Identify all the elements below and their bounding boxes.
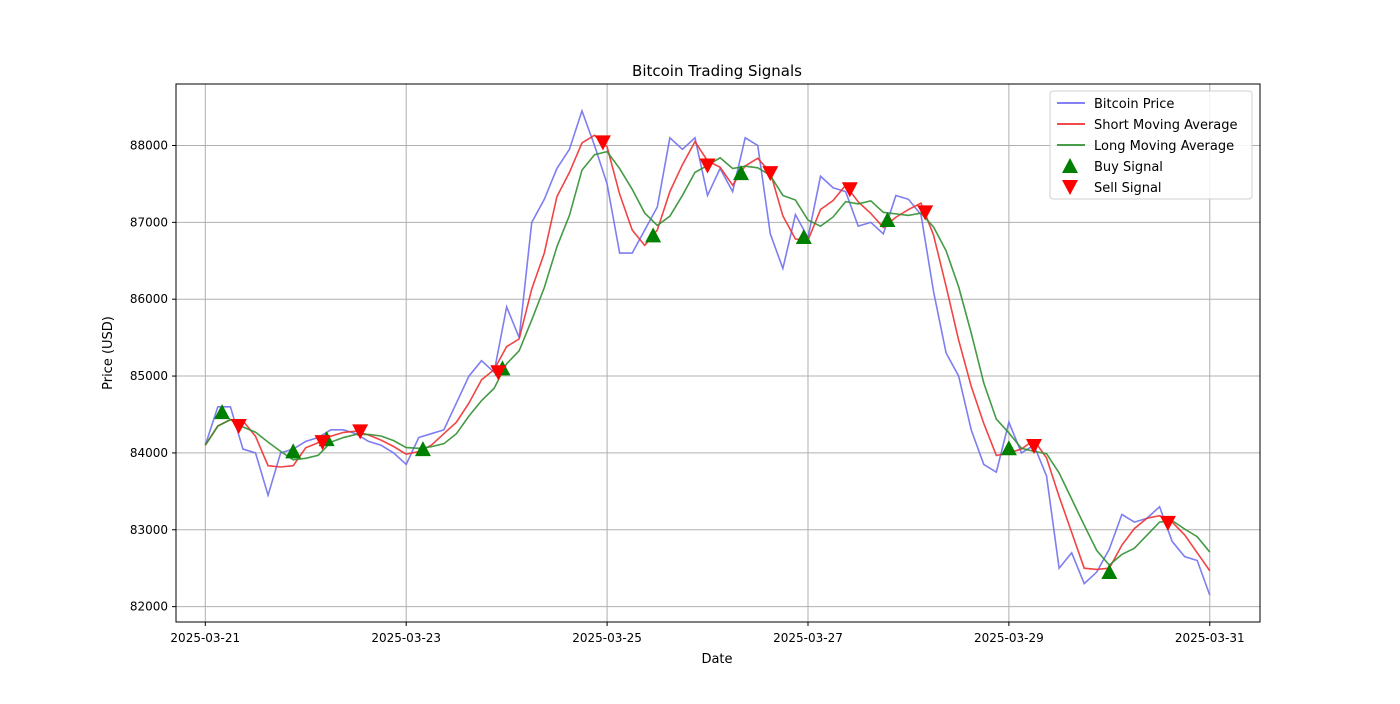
y-tick-label: 84000 (130, 446, 168, 460)
y-tick-label: 82000 (130, 600, 168, 614)
buy-signal-marker (214, 404, 231, 420)
buy-signal-marker (795, 228, 812, 244)
x-tick-label: 2025-03-23 (371, 631, 441, 645)
series (204, 108, 1211, 596)
legend-box (1049, 90, 1253, 200)
plot-frame (175, 83, 1261, 623)
x-axis-label: Date (701, 652, 732, 667)
legend-buy-marker (1062, 158, 1078, 173)
y-tick-label: 88000 (130, 138, 168, 152)
legend-label: Buy Signal (1094, 160, 1163, 175)
x-tick-label: 2025-03-31 (1175, 631, 1245, 645)
legend-label: Bitcoin Price (1094, 97, 1174, 112)
sell-signal-marker (352, 424, 369, 440)
long-ma-line (204, 150, 1211, 567)
legend-label: Long Moving Average (1094, 139, 1234, 154)
buy-signal-marker (879, 212, 896, 228)
y-tick-label: 85000 (130, 369, 168, 383)
sell-signal-marker (699, 158, 716, 174)
sell-signal-marker (594, 135, 611, 151)
sell-signal-marker (1025, 438, 1042, 454)
short-ma-line (204, 134, 1211, 572)
y-tick-label: 83000 (130, 523, 168, 537)
buy-signal-marker (1101, 564, 1118, 580)
sell-signal-marker (230, 419, 247, 435)
sell-signal-marker (917, 205, 934, 221)
chart-title: Bitcoin Trading Signals (632, 62, 802, 80)
buy-signal-marker (414, 441, 431, 457)
x-tick-label: 2025-03-25 (572, 631, 642, 645)
legend-sell-marker (1062, 180, 1078, 195)
legend-label: Short Moving Average (1094, 118, 1238, 133)
y-axis-label: Price (USD) (101, 316, 116, 390)
buy-signal-marker (645, 227, 662, 243)
x-axis: 2025-03-21 2025-03-23 2025-03-25 2025-03-27… (170, 622, 1245, 645)
buy-signal-marker (733, 165, 750, 181)
sell-signal-marker (490, 365, 507, 381)
legend: Bitcoin Price Short Moving Average Long Mo… (1049, 90, 1253, 200)
x-tick-label: 2025-03-29 (974, 631, 1044, 645)
sell-signal-marker (762, 166, 779, 182)
y-axis: 82000 83000 84000 85000 86000 87000 88000 (130, 138, 176, 614)
price-line (204, 108, 1211, 596)
sell-signal-marker (841, 182, 858, 198)
legend-label: Sell Signal (1094, 181, 1162, 196)
sell-signal-marker (1159, 515, 1176, 531)
x-tick-label: 2025-03-27 (773, 631, 843, 645)
x-tick-label: 2025-03-21 (170, 631, 240, 645)
buy-signal-marker (285, 443, 302, 459)
y-tick-label: 86000 (130, 292, 168, 306)
sell-signal-marker (314, 435, 331, 451)
y-tick-label: 87000 (130, 215, 168, 229)
buy-signal-marker (1000, 440, 1017, 456)
